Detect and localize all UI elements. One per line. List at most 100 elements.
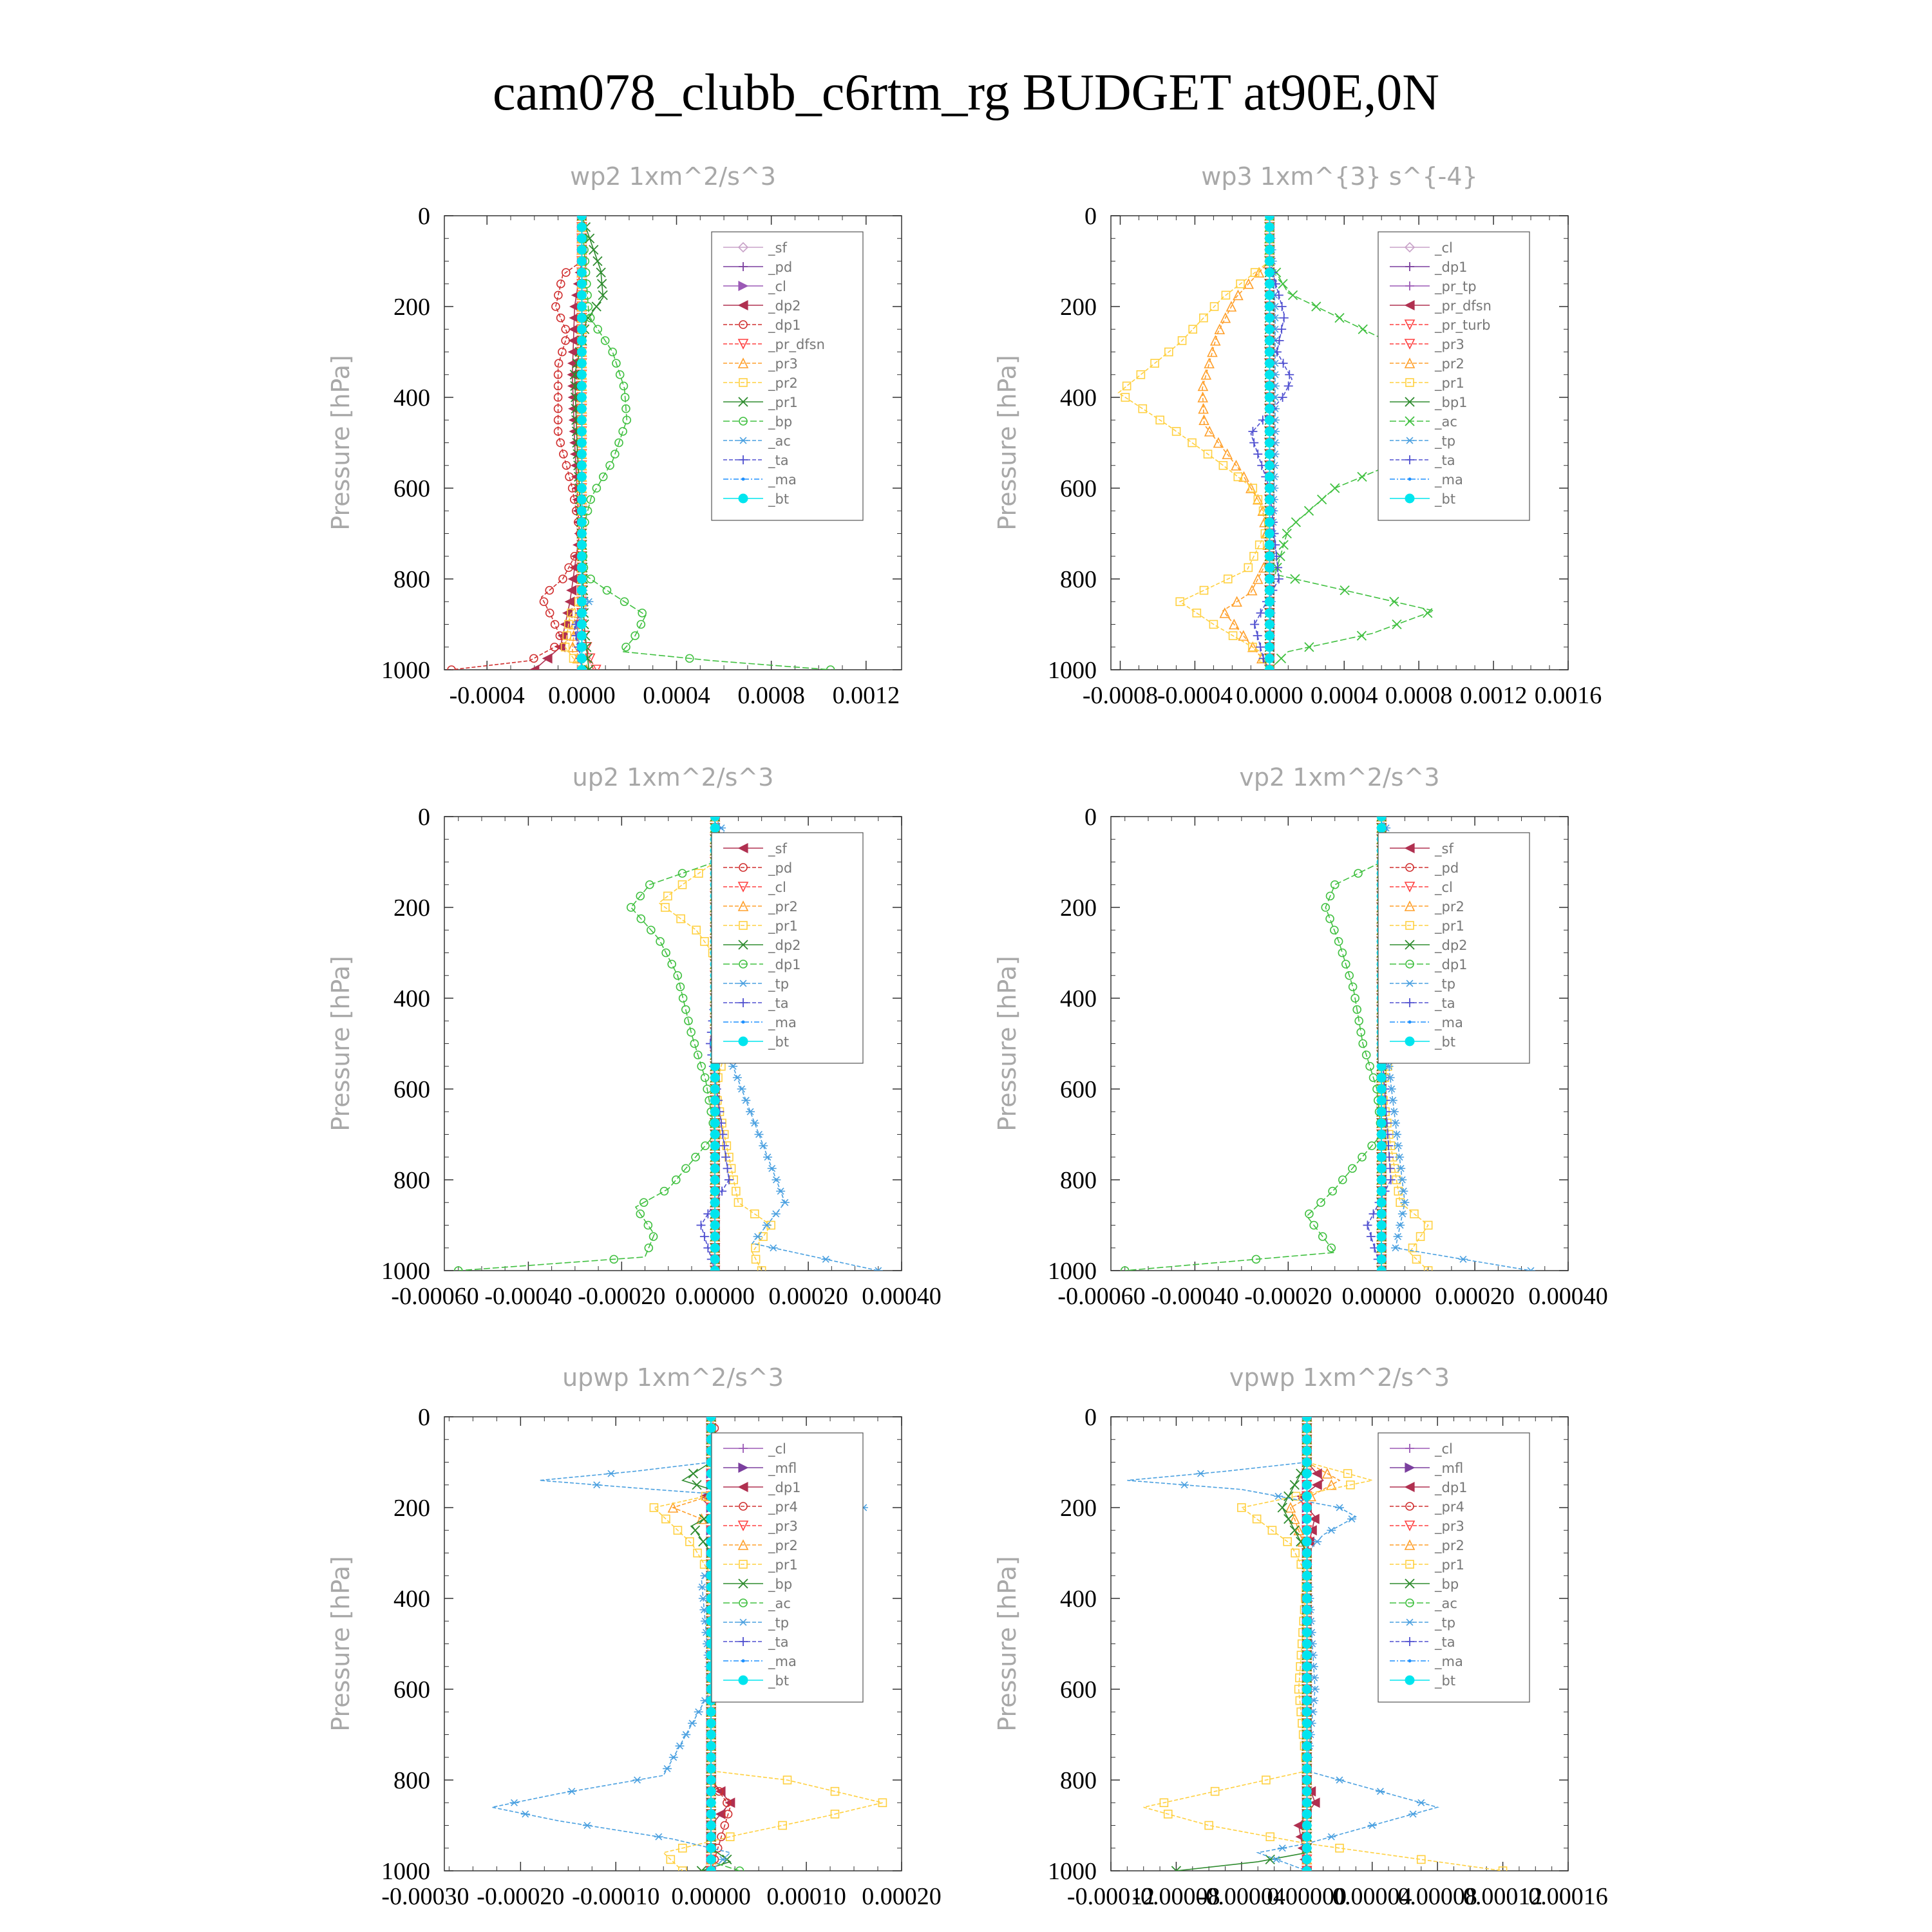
- series-marker-bt: [576, 216, 587, 221]
- series-marker-dp1: [545, 609, 554, 618]
- series-marker-bt: [1264, 222, 1274, 232]
- series-marker-pr2: [560, 642, 570, 652]
- series-marker-tp: [1327, 1833, 1336, 1841]
- series-marker-bp: [688, 1468, 699, 1479]
- series-marker-bp: [620, 597, 629, 607]
- series-marker-bt: [1302, 1446, 1312, 1456]
- series-marker-tp: [1526, 1267, 1536, 1271]
- legend-marker: [1405, 416, 1415, 426]
- series-marker-bt: [710, 1265, 720, 1271]
- series-marker-ta: [1277, 302, 1287, 311]
- series-marker-bt: [576, 358, 587, 368]
- series-marker-pr-dfsn: [591, 665, 601, 670]
- legend-box: [1378, 231, 1530, 521]
- legend-entry: _pr2: [1434, 1538, 1464, 1554]
- series-marker-dp2: [566, 585, 577, 596]
- series-marker-pr1: [692, 925, 701, 935]
- series-marker-pr1: [751, 1255, 761, 1264]
- series-marker-bt: [576, 642, 587, 652]
- legend-entry: _ma: [1434, 472, 1463, 488]
- y-tick-label: 800: [393, 1167, 430, 1194]
- series-marker-pr1: [1209, 302, 1219, 311]
- series-marker-bt: [1264, 665, 1274, 670]
- series-marker-pr2: [1204, 357, 1215, 368]
- series-marker-bt: [1302, 1684, 1312, 1694]
- series-marker-bt: [1264, 460, 1274, 471]
- series-marker-pr1: [1192, 609, 1202, 618]
- series-marker-dp1: [562, 460, 571, 470]
- series-marker-bt: [1376, 1130, 1387, 1139]
- y-tick-label: 1000: [381, 657, 430, 684]
- series-marker-bt: [1264, 245, 1274, 255]
- series-marker-bt: [1264, 256, 1274, 266]
- legend-marker: [1404, 300, 1415, 310]
- series-marker-bt: [1376, 1106, 1387, 1117]
- series-marker-pr2: [1197, 380, 1209, 392]
- x-tick-label: 0.0008: [737, 682, 805, 709]
- series-marker-ta: [719, 1141, 729, 1151]
- series-marker-bp: [586, 495, 595, 504]
- legend-marker: [738, 397, 748, 407]
- x-tick-label: 0.00008: [1397, 1883, 1477, 1910]
- series-marker-bp: [593, 325, 602, 334]
- series-marker-bt: [1264, 529, 1274, 538]
- series-marker-bt: [1264, 574, 1274, 584]
- legend-marker: [739, 863, 748, 872]
- y-axis-label: Pressure [hPa]: [327, 355, 355, 531]
- x-tick-label: 0.00020: [768, 1283, 848, 1310]
- legend-marker: [738, 1036, 748, 1046]
- series-marker-bt: [576, 381, 587, 391]
- y-tick-label: 200: [1060, 1495, 1097, 1522]
- series-marker-bt: [1376, 1254, 1387, 1264]
- series-marker-dp2: [529, 665, 540, 670]
- x-tick-label: -0.0004: [1157, 682, 1233, 709]
- series-marker-pr1: [1416, 1855, 1426, 1864]
- series-marker-dp1: [1316, 1198, 1325, 1208]
- legend-entry: _ta: [768, 996, 789, 1012]
- legend-entry: _pr2: [768, 375, 798, 392]
- series-marker-bt: [576, 562, 587, 573]
- series-marker-bt: [576, 574, 587, 584]
- series-marker-bt: [706, 1707, 716, 1717]
- series-marker-bt: [576, 585, 587, 596]
- series-marker-dp1: [562, 268, 571, 277]
- series-marker-tp: [606, 1470, 616, 1477]
- series-marker-pr4: [723, 1810, 733, 1819]
- series-marker-dp1: [700, 1073, 710, 1083]
- legend: _sf _pd _cl _pr2 _pr1 _dp2 _dp1 _tp _ta _ma _bt: [711, 832, 864, 1064]
- series-marker-pr1: [757, 1266, 766, 1271]
- x-tick-label: -0.00020: [1244, 1283, 1332, 1310]
- series-marker-bt: [1302, 1537, 1312, 1547]
- legend-entry: _dp1: [1434, 1480, 1468, 1496]
- series-marker-bt: [710, 1118, 720, 1128]
- series-marker-bp: [619, 381, 629, 391]
- x-tick-label: -0.00040: [484, 1283, 572, 1310]
- series-marker-dp1: [1367, 1141, 1376, 1150]
- legend-entry: _bt: [768, 491, 789, 507]
- legend-entry: _sf: [768, 240, 787, 256]
- series-marker-bt: [1302, 1491, 1312, 1501]
- series-marker-dp1: [672, 1175, 681, 1184]
- series-marker-pr1: [1163, 1810, 1173, 1819]
- legend-entry: _tp: [768, 976, 789, 992]
- legend-marker: [739, 980, 748, 987]
- series-marker-dp1: [1338, 1175, 1347, 1184]
- series-marker-pr2: [1228, 618, 1240, 630]
- series-marker-ac: [1389, 596, 1399, 607]
- x-tick-label: -0.00030: [381, 1883, 469, 1910]
- series-line-dp1: [458, 861, 716, 1271]
- series-marker-pr1: [1250, 268, 1260, 277]
- series-marker-dp2: [542, 653, 553, 664]
- legend-marker: [737, 242, 749, 253]
- panel-title: up2 1xm^2/s^3: [573, 763, 774, 791]
- legend-entry: _pr3: [1434, 337, 1464, 353]
- series-marker-tp: [759, 1142, 768, 1150]
- series-marker-bt: [1302, 1571, 1312, 1581]
- legend-entry: _pr2: [1434, 899, 1464, 915]
- x-tick-label: 0.00000: [675, 1283, 755, 1310]
- series-marker-bt: [576, 404, 587, 414]
- series-marker-dp1: [539, 597, 549, 607]
- series-marker-dp1: [1350, 994, 1359, 1003]
- series-marker-dp1: [1328, 1186, 1337, 1196]
- series-marker-bt: [1302, 1786, 1312, 1797]
